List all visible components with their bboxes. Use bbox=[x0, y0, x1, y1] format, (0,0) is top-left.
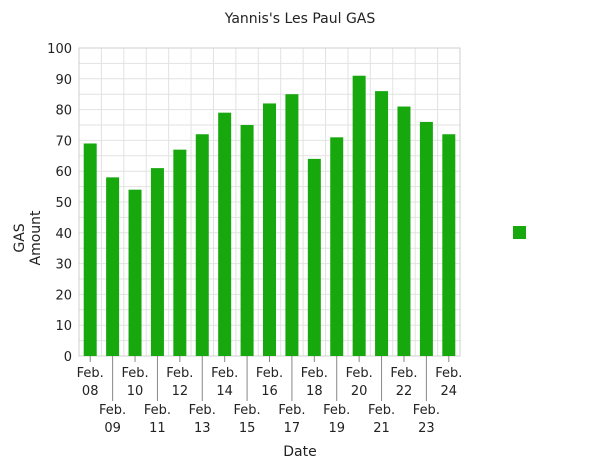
chart-title: Yannis's Les Paul GAS bbox=[224, 11, 376, 27]
bars bbox=[83, 75, 456, 357]
x-tick-label: 11 bbox=[149, 421, 166, 436]
bar bbox=[218, 112, 232, 357]
y-tick-label: 10 bbox=[55, 319, 72, 334]
y-tick-label: 20 bbox=[55, 288, 72, 303]
y-axis-title: GAS Amount bbox=[12, 210, 44, 266]
y-tick-label: 0 bbox=[64, 350, 72, 365]
x-tick-label: Feb. bbox=[189, 403, 216, 418]
bar bbox=[442, 134, 456, 356]
y-tick-label: 100 bbox=[47, 42, 72, 57]
x-tick-label: Feb. bbox=[301, 366, 328, 381]
x-tick-label: Feb. bbox=[435, 366, 462, 381]
bar bbox=[240, 125, 254, 356]
x-tick-label: 09 bbox=[104, 421, 121, 436]
x-tick-label: Feb. bbox=[166, 366, 193, 381]
x-tick-label: Feb. bbox=[368, 403, 395, 418]
y-tick-label: 70 bbox=[55, 134, 72, 149]
x-tick-label: Feb. bbox=[144, 403, 171, 418]
bar bbox=[128, 189, 142, 356]
x-tick-label: 15 bbox=[239, 421, 256, 436]
x-tick-label: Feb. bbox=[234, 403, 261, 418]
bar bbox=[173, 149, 187, 356]
x-tick-label: Feb. bbox=[346, 366, 373, 381]
bar bbox=[150, 168, 164, 356]
x-tick-label: 08 bbox=[82, 384, 99, 399]
x-tick-label: Feb. bbox=[77, 366, 104, 381]
x-tick-label: 17 bbox=[284, 421, 301, 436]
bar bbox=[352, 75, 366, 356]
bar bbox=[285, 94, 299, 356]
x-tick-label: Feb. bbox=[121, 366, 148, 381]
x-tick-label: Feb. bbox=[211, 366, 238, 381]
bar bbox=[330, 137, 344, 356]
x-tick-label: 18 bbox=[306, 384, 323, 399]
x-tick-label: 13 bbox=[194, 421, 211, 436]
x-tick-label: 22 bbox=[396, 384, 413, 399]
y-tick-label: 60 bbox=[55, 165, 72, 180]
x-tick-label: Feb. bbox=[278, 403, 305, 418]
bar bbox=[375, 91, 389, 357]
bar bbox=[419, 121, 433, 356]
x-tick-label: 20 bbox=[351, 384, 368, 399]
y-tick-label: 90 bbox=[55, 73, 72, 88]
y-axis-ticks: 0 10 20 30 40 50 60 70 80 90 100 bbox=[47, 42, 72, 365]
x-tick-label: Feb. bbox=[390, 366, 417, 381]
x-tick-label: 21 bbox=[373, 421, 390, 436]
y-tick-label: 40 bbox=[55, 227, 72, 242]
x-tick-label: 23 bbox=[418, 421, 435, 436]
y-axis-title-line-1: GAS bbox=[12, 223, 28, 252]
bar bbox=[263, 103, 276, 356]
legend bbox=[513, 226, 526, 239]
legend-swatch bbox=[513, 226, 526, 239]
bar bbox=[307, 158, 321, 356]
bar bbox=[83, 143, 97, 356]
bar bbox=[195, 134, 209, 356]
x-tick-label: 24 bbox=[441, 384, 458, 399]
x-tick-label: Feb. bbox=[256, 366, 283, 381]
x-tick-label: 14 bbox=[216, 384, 233, 399]
x-axis-title: Date bbox=[283, 444, 316, 460]
x-tick-label: Feb. bbox=[323, 403, 350, 418]
x-tick-label: 10 bbox=[127, 384, 144, 399]
y-tick-label: 30 bbox=[55, 258, 72, 273]
x-axis-ticks: Feb.08Feb.09Feb.10Feb.11Feb.12Feb.13Feb.… bbox=[77, 356, 462, 436]
x-tick-label: Feb. bbox=[99, 403, 126, 418]
y-axis-title-line-2: Amount bbox=[28, 210, 44, 266]
x-tick-label: 19 bbox=[328, 421, 345, 436]
x-tick-label: 12 bbox=[172, 384, 189, 399]
y-tick-label: 80 bbox=[55, 104, 72, 119]
x-tick-label: 16 bbox=[261, 384, 278, 399]
y-tick-label: 50 bbox=[55, 196, 72, 211]
bar bbox=[106, 177, 120, 356]
x-tick-label: Feb. bbox=[413, 403, 440, 418]
bar bbox=[397, 106, 411, 357]
